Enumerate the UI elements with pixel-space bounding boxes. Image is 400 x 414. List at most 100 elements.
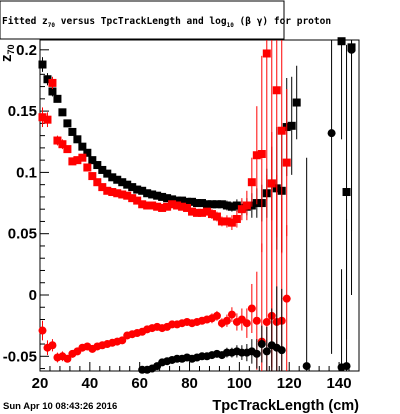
data-point-square — [197, 199, 206, 208]
data-point-circle — [342, 362, 351, 371]
data-point-circle — [118, 336, 127, 345]
data-point-square — [48, 78, 57, 87]
x-axis-label: TpcTrackLength (cm) — [212, 398, 359, 414]
data-point-square — [197, 208, 206, 217]
data-point-circle — [227, 310, 236, 319]
data-point-square — [53, 136, 62, 145]
data-point-square — [108, 173, 117, 182]
data-point-square — [173, 196, 182, 205]
data-point-square — [83, 163, 92, 172]
data-point-square — [133, 185, 142, 194]
data-point-circle — [257, 340, 266, 349]
y-tick-label: 0.1 — [16, 164, 37, 181]
data-point-square — [68, 127, 77, 136]
data-point-square — [143, 189, 152, 198]
data-point-square — [103, 186, 112, 195]
series-3 — [138, 40, 356, 374]
data-point-square — [282, 158, 291, 167]
data-point-square — [237, 205, 246, 214]
data-point-circle — [327, 129, 336, 138]
data-point-square — [153, 202, 162, 211]
data-point-square — [78, 153, 87, 162]
data-point-square — [98, 165, 107, 174]
x-tick-label: 40 — [82, 375, 99, 392]
data-point-circle — [302, 362, 311, 371]
title-mid: versus TpcTrackLength and log — [55, 16, 227, 27]
data-point-square — [38, 113, 47, 122]
title-tail: (β γ) for proton — [234, 16, 331, 27]
data-point-square — [128, 183, 137, 192]
data-point-square — [73, 156, 82, 165]
data-point-square — [43, 115, 52, 124]
data-marks — [38, 37, 356, 374]
data-point-circle — [277, 346, 286, 355]
data-point-square — [158, 192, 167, 201]
y-tick-label: 0.15 — [8, 103, 37, 120]
data-point-square — [103, 169, 112, 178]
data-point-square — [292, 98, 301, 107]
data-point-circle — [38, 326, 47, 335]
data-point-square — [93, 178, 102, 187]
data-point-square — [138, 200, 147, 209]
data-point-square — [98, 183, 107, 192]
data-point-square — [202, 200, 211, 209]
data-point-square — [68, 157, 77, 166]
title-sub2: 10 — [227, 22, 235, 29]
data-point-square — [247, 178, 256, 187]
data-point-square — [58, 140, 67, 149]
data-point-square — [158, 203, 167, 212]
data-point-square — [123, 191, 132, 200]
data-point-square — [38, 60, 47, 69]
data-point-square — [202, 207, 211, 216]
data-point-square — [118, 178, 127, 187]
data-point-square — [242, 201, 251, 210]
y-tick-label: 0.05 — [8, 226, 37, 243]
y-tick-label: 0 — [29, 287, 37, 304]
data-point-square — [183, 203, 192, 212]
x-tick-label: 100 — [227, 375, 252, 392]
data-point-circle — [222, 316, 231, 325]
data-point-square — [252, 151, 261, 160]
data-point-square — [53, 94, 62, 103]
data-point-square — [287, 121, 296, 130]
data-point-square — [188, 197, 197, 206]
data-point-square — [262, 49, 271, 58]
data-point-square — [163, 202, 172, 211]
data-point-circle — [212, 311, 221, 320]
x-tick-label: 80 — [181, 375, 198, 392]
data-point-square — [73, 135, 82, 144]
data-point-square — [83, 148, 92, 157]
data-point-square — [168, 195, 177, 204]
data-point-square — [93, 161, 102, 170]
data-point-square — [153, 191, 162, 200]
data-point-square — [178, 202, 187, 211]
data-point-square — [88, 156, 97, 165]
data-point-square — [232, 214, 241, 223]
data-point-square — [113, 189, 122, 198]
x-tick-label: 60 — [131, 375, 148, 392]
data-point-square — [207, 200, 216, 209]
data-point-circle — [242, 319, 251, 328]
data-point-square — [227, 218, 236, 227]
data-point-square — [43, 75, 52, 84]
title-box: Fitted z70 versus TpcTrackLength and log… — [0, 0, 331, 40]
data-point-circle — [247, 304, 256, 313]
title-text: Fitted z — [2, 16, 48, 27]
data-point-square — [178, 196, 187, 205]
y-axis-label: z70 — [0, 44, 16, 62]
data-point-circle — [252, 349, 261, 358]
data-point-circle — [252, 316, 261, 325]
x-tick-label: 20 — [32, 375, 49, 392]
data-point-square — [342, 188, 351, 197]
data-point-square — [63, 145, 72, 154]
data-point-square — [143, 201, 152, 210]
data-point-square — [128, 194, 137, 203]
data-point-square — [222, 217, 231, 226]
data-point-square — [212, 212, 221, 221]
data-point-square — [63, 119, 72, 128]
data-point-circle — [63, 354, 72, 363]
data-point-square — [148, 201, 157, 210]
data-point-square — [173, 201, 182, 210]
data-point-square — [78, 142, 87, 151]
x-tick-label: 120 — [277, 375, 302, 392]
